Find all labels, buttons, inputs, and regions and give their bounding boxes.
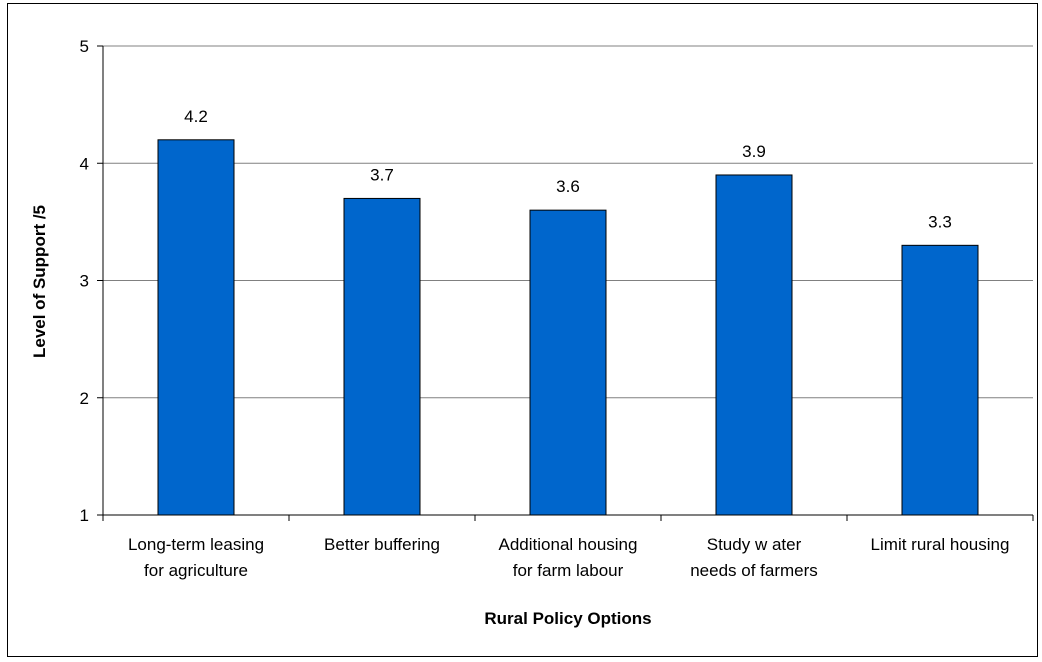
data-label: 4.2 bbox=[184, 107, 208, 126]
bar bbox=[343, 197, 421, 516]
y-tick-label: 1 bbox=[80, 506, 89, 525]
bar bbox=[715, 174, 793, 516]
x-axis-title: Rural Policy Options bbox=[484, 609, 651, 628]
y-tick-label: 3 bbox=[80, 272, 89, 291]
y-axis-title: Level of Support /5 bbox=[30, 205, 49, 358]
data-label: 3.9 bbox=[742, 142, 766, 161]
y-tick-label: 5 bbox=[80, 37, 89, 56]
bar bbox=[529, 209, 607, 516]
data-label: 3.6 bbox=[556, 177, 580, 196]
data-label: 3.3 bbox=[928, 212, 952, 231]
category-label: Study w ater needs of farmers bbox=[690, 535, 818, 580]
category-label: Long-term leasing for agriculture bbox=[128, 535, 264, 580]
y-tick-label: 2 bbox=[80, 389, 89, 408]
category-label: Additional housing for farm labour bbox=[499, 535, 638, 580]
category-label: Better buffering bbox=[324, 535, 440, 554]
bar bbox=[901, 244, 979, 516]
y-tick-label: 4 bbox=[80, 154, 89, 173]
labels: 1 2 3 4 5 4.2 Long-term leasing for agriculture… bbox=[80, 37, 1010, 580]
bar-chart: 1 2 3 4 5 4.2 Long-term leasing for agriculture… bbox=[30, 37, 1034, 628]
data-label: 3.7 bbox=[370, 165, 394, 184]
bars bbox=[157, 139, 979, 516]
chart-frame: 1 2 3 4 5 4.2 Long-term leasing for agriculture… bbox=[7, 3, 1038, 657]
axes bbox=[97, 45, 1034, 521]
bar bbox=[157, 139, 235, 516]
category-label: Limit rural housing bbox=[871, 535, 1010, 554]
